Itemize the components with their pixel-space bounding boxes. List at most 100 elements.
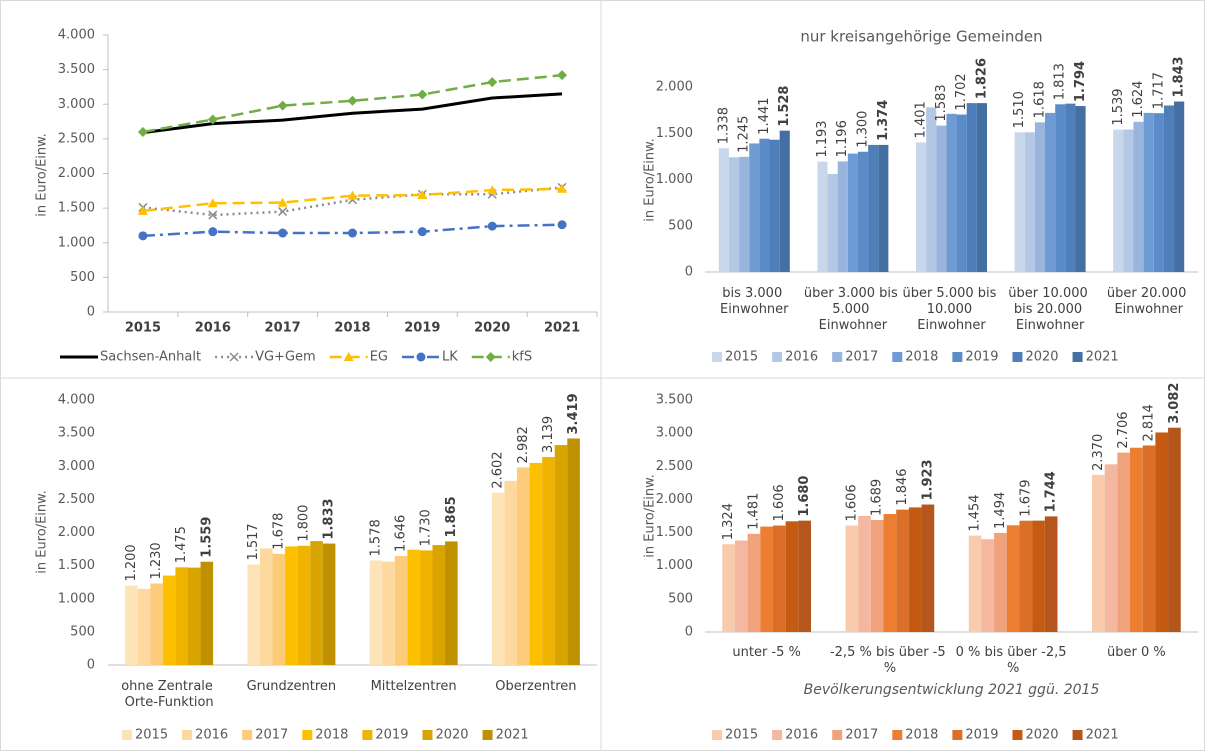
value-label: 2.602 (491, 451, 506, 488)
y-tick-label: 1.000 (58, 235, 95, 250)
bar (1044, 516, 1058, 632)
y-tick-label: 1.000 (656, 172, 693, 187)
bar (1133, 121, 1144, 272)
value-label: 1.441 (757, 97, 772, 134)
y-tick-label: 2.000 (656, 80, 693, 95)
legend-label: 2016 (785, 350, 818, 365)
legend-label: 2021 (1086, 728, 1119, 743)
bar (369, 560, 383, 665)
bar (247, 564, 260, 665)
y-axis-title: in Euro/Einw. (643, 138, 658, 221)
x-tick-label: Mittelzentren (371, 679, 457, 694)
value-label: 1.679 (1018, 479, 1033, 516)
value-label: 1.193 (815, 120, 830, 157)
bar (1075, 106, 1086, 273)
value-label: 1.794 (1073, 61, 1088, 102)
bar (908, 507, 922, 632)
x-tick-label: 2020 (474, 321, 510, 336)
y-tick-label: 500 (70, 270, 95, 285)
y-tick-label: 3.500 (58, 62, 95, 77)
marker (137, 126, 148, 137)
label-line: über 0 % (1107, 645, 1166, 660)
bar (1143, 112, 1154, 273)
y-tick-label: 0 (87, 658, 95, 673)
bar (769, 139, 780, 272)
bar (1024, 132, 1035, 272)
bar (322, 543, 336, 665)
bar (1113, 129, 1124, 272)
value-label: 1.245 (737, 116, 752, 153)
value-label: 1.374 (876, 100, 891, 141)
x-tick-label: ohne Zentrale Orte-Funktion (121, 679, 217, 710)
value-label: 1.196 (835, 120, 850, 157)
marker (277, 100, 288, 111)
legend-swatch (832, 352, 843, 362)
value-label: 3.139 (541, 416, 556, 453)
bar (200, 561, 214, 665)
x-tick-label: 2018 (334, 321, 370, 336)
legend-label: 2015 (725, 728, 758, 743)
value-label: 1.618 (1032, 81, 1047, 118)
marker (557, 70, 568, 81)
x-tick-label: über 5.000 bis 10.000 Einwohner (902, 286, 1000, 333)
bar (946, 113, 957, 272)
x-axis-title: Bevölkerungsentwicklung 2021 ggü. 2015 (804, 682, 1100, 698)
legend-label: 2017 (845, 728, 878, 743)
bar (1142, 445, 1156, 632)
bar (817, 161, 828, 272)
y-tick-label: 2.500 (58, 131, 95, 146)
bar (1117, 452, 1131, 632)
marker (348, 228, 357, 238)
y-tick-label: 500 (70, 624, 95, 639)
label-line: unter -5 % (732, 645, 801, 660)
bar (150, 583, 163, 665)
legend-label: kfS (512, 350, 532, 365)
value-label: 1.494 (993, 492, 1008, 529)
legend-label: 2017 (255, 728, 288, 743)
label-line: Einwohner (819, 318, 888, 333)
bar (1130, 447, 1143, 632)
legend-swatch (772, 730, 783, 740)
bar (739, 156, 750, 272)
bar (259, 548, 273, 665)
x-tick-label: 2015 (125, 321, 161, 336)
legend-label: 2020 (435, 728, 468, 743)
value-label: 1.689 (870, 479, 885, 516)
label-line: bis 20.000 (1014, 302, 1086, 317)
bar (1034, 122, 1046, 273)
legend-swatch (122, 730, 132, 740)
bar (1055, 104, 1066, 272)
y-tick-label: 4.000 (58, 28, 95, 43)
bar (1174, 101, 1185, 273)
label-line: Einwohner (1114, 302, 1183, 317)
marker (137, 205, 148, 215)
legend-swatch (482, 730, 493, 740)
y-tick-label: 3.000 (58, 459, 95, 474)
bar (1104, 464, 1118, 632)
bar (542, 457, 555, 665)
y-tick-label: 0 (685, 265, 693, 280)
bar (1163, 105, 1175, 272)
marker-stroke (208, 210, 218, 220)
y-tick-label: 2.000 (58, 166, 95, 181)
value-label: 1.200 (124, 544, 139, 581)
legend-swatch (242, 730, 253, 740)
label-line: 10.000 (927, 302, 977, 317)
legend-label: 2020 (1025, 350, 1058, 365)
marker (487, 185, 498, 195)
value-label: 1.843 (1172, 56, 1187, 97)
bar (1123, 129, 1134, 272)
marker (417, 227, 427, 237)
marker (417, 89, 428, 100)
marker (417, 189, 428, 199)
value-label: 1.744 (1044, 471, 1059, 512)
bar (1045, 112, 1056, 273)
label-line: Oberzentren (495, 679, 576, 694)
bar (883, 514, 897, 632)
legend-swatch (952, 352, 963, 362)
bar (734, 540, 748, 632)
value-label: 1.646 (394, 515, 409, 552)
y-tick-label: 3.500 (656, 393, 693, 408)
value-label: 1.510 (1012, 91, 1027, 128)
